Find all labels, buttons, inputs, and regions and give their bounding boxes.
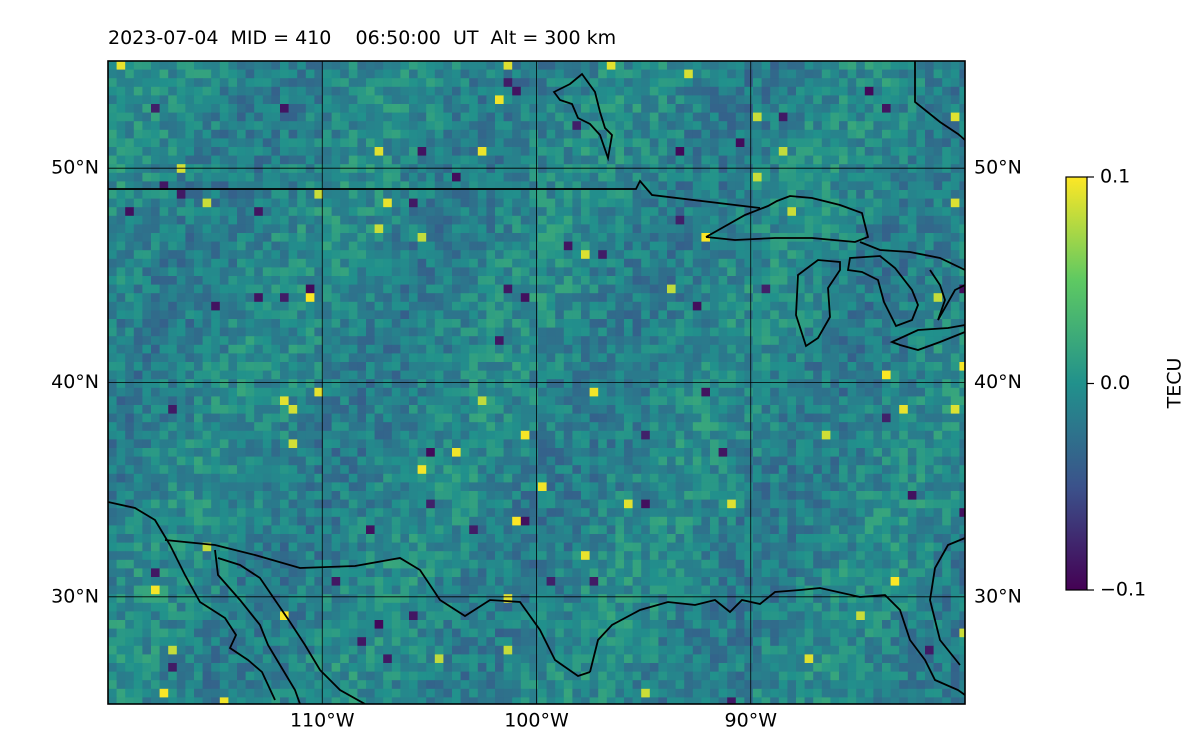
great-lakes-connector xyxy=(859,241,965,271)
coastlines xyxy=(108,61,965,704)
lake-ontario-outline xyxy=(929,269,965,321)
lon-labels-bottom: 110°W 100°W 90°W xyxy=(290,710,777,732)
colorbar: 0.1 0.0 −0.1 TECU xyxy=(1065,166,1186,601)
florida-coast xyxy=(929,537,965,666)
tec-field xyxy=(108,61,965,704)
lat-labels-right: 30°N 40°N 50°N xyxy=(974,157,1022,608)
graticule xyxy=(108,61,965,704)
lat-label: 50°N xyxy=(51,157,99,179)
colorbar-label: TECU xyxy=(1164,358,1186,410)
sonora-coast xyxy=(217,557,366,704)
map-plot-area xyxy=(107,60,966,705)
us-canada-border xyxy=(108,179,761,209)
lake-michigan-outline xyxy=(795,259,841,348)
colorbar-tick-label: 0.0 xyxy=(1100,372,1130,394)
hudson-bay-coast xyxy=(552,72,613,162)
lat-label: 40°N xyxy=(974,371,1022,393)
lat-label: 50°N xyxy=(974,157,1022,179)
lake-huron-outline xyxy=(846,255,919,328)
figure-title: 2023-07-04 MID = 410 06:50:00 UT Alt = 3… xyxy=(108,27,617,49)
lon-label: 100°W xyxy=(504,710,569,732)
lat-label: 30°N xyxy=(974,585,1022,607)
lat-label: 40°N xyxy=(51,371,99,393)
northeast-coast xyxy=(914,61,965,141)
colorbar-gradient xyxy=(1066,177,1087,590)
gulf-coast xyxy=(589,587,965,696)
lon-label: 110°W xyxy=(290,710,355,732)
lake-erie-outline xyxy=(889,324,965,351)
us-mexico-border xyxy=(164,539,591,677)
lake-superior-outline xyxy=(705,195,870,243)
pacific-coast xyxy=(108,501,276,701)
map-frame xyxy=(107,60,966,705)
lon-label: 90°W xyxy=(725,710,778,732)
colorbar-tick-label: −0.1 xyxy=(1100,579,1146,601)
colorbar-tick-label: 0.1 xyxy=(1100,166,1130,188)
gulf-of-california-coast xyxy=(214,549,301,704)
lat-label: 30°N xyxy=(51,585,99,607)
lat-labels-left: 30°N 40°N 50°N xyxy=(51,157,99,608)
colorbar-ticks: 0.1 0.0 −0.1 xyxy=(1087,166,1146,601)
